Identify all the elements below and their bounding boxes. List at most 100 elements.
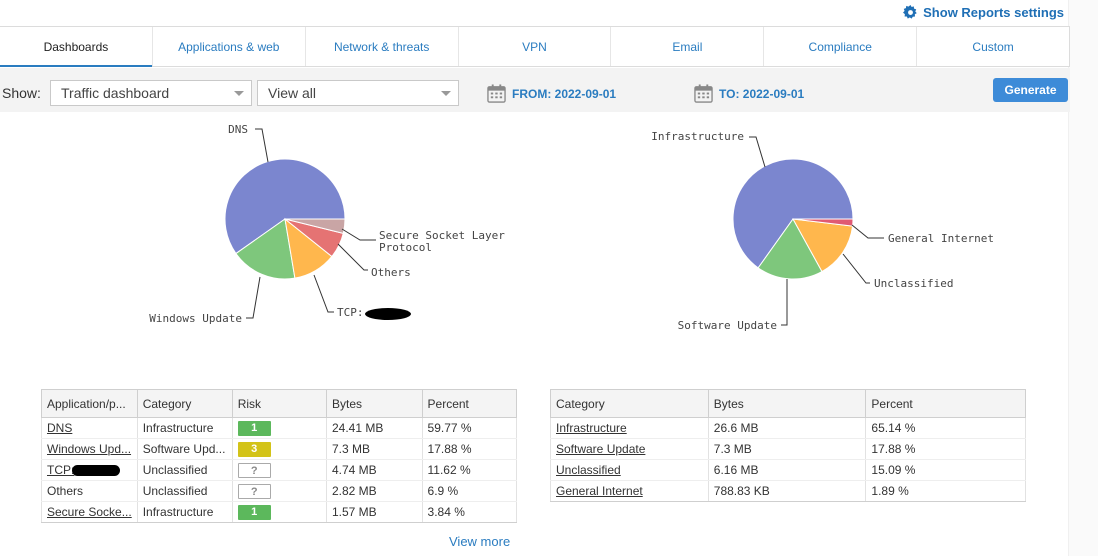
app-name-link[interactable]: DNS [47,421,73,435]
pie1-label-tcp: TCP: [337,306,364,319]
settings-label: Show Reports settings [923,4,1064,20]
pie1-label-others: Others [371,266,411,279]
app-name-link[interactable]: TCP: [47,463,75,477]
app-bytes: 2.82 MB [325,480,423,502]
applications-table: Application/p... Category Risk Bytes Per… [41,389,518,523]
pie1-leaders [246,128,376,319]
risk-badge: ? [237,483,271,499]
filter-bar: Show: Traffic dashboard View all FROM: 2… [0,68,1070,112]
table-row: General Internet 788.83 KB 1.89 % [550,480,1026,502]
app-category: Unclassified [136,459,233,481]
from-date-label: FROM: 2022-09-01 [512,86,617,101]
table-row: Secure Socke... Infrastructure 1 1.57 MB… [41,501,518,523]
tab-dashboards[interactable]: Dashboards [0,27,153,67]
table-row: Unclassified 6.16 MB 15.09 % [550,459,1026,481]
category-percent: 65.14 % [865,417,1026,439]
app-percent: 3.84 % [421,501,518,523]
redaction-mark [72,465,121,477]
app-bytes: 7.3 MB [325,438,423,460]
category-bytes: 7.3 MB [707,438,867,460]
app-category: Infrastructure [136,501,233,523]
pie-slice-software-update[interactable] [757,218,823,280]
tab-network-threats[interactable]: Network & threats [306,27,459,66]
category-bytes: 6.16 MB [707,459,867,481]
column-header[interactable]: Application/p... [41,389,138,418]
column-header[interactable]: Bytes [325,389,423,418]
dashboard-select[interactable]: Traffic dashboard [50,80,252,106]
category-name-link[interactable]: General Internet [556,484,643,498]
category-name-link[interactable]: Software Update [556,442,646,456]
from-date-picker[interactable]: FROM: 2022-09-01 [487,84,616,103]
column-header[interactable]: Risk [231,389,327,418]
table-header-row: Application/p... Category Risk Bytes Per… [41,389,518,418]
risk-badge: ? [237,462,271,478]
app-name-link[interactable]: Secure Socke... [47,505,132,519]
application-pie-chart [224,158,346,280]
category-percent: 15.09 % [865,459,1026,481]
category-pie-chart [732,158,854,280]
pie-slice-secure-socket-layer-protocol[interactable] [284,218,346,234]
column-header[interactable]: Category [136,389,233,418]
app-percent: 11.62 % [421,459,518,481]
category-bytes: 26.6 MB [707,417,867,439]
pie-slice-windows-update[interactable] [235,218,296,280]
category-name-link[interactable]: Unclassified [556,463,621,477]
tab-custom[interactable]: Custom [972,39,1014,54]
table-row: Others Unclassified ? 2.82 MB 6.9 % [41,480,518,502]
pie2-label-unclassified: Unclassified [874,277,953,290]
risk-badge: 1 [237,420,271,436]
app-percent: 17.88 % [421,438,518,460]
table-row: Windows Upd... Software Upd... 3 7.3 MB … [41,438,518,460]
pie1-label-windows-update: Windows Update [149,312,242,325]
view-select[interactable]: View all [257,80,459,106]
generate-button[interactable]: Generate [993,78,1068,102]
show-label: Show: [2,85,41,101]
tab-vpn[interactable]: VPN [459,27,612,66]
table-row: DNS Infrastructure 1 24.41 MB 59.77 % [41,417,518,439]
category-percent: 17.88 % [865,438,1026,460]
app-category: Software Upd... [136,438,233,460]
tab-compliance[interactable]: Compliance [764,27,918,66]
pie2-label-infrastructure: Infrastructure [651,130,744,143]
category-percent: 1.89 % [865,480,1026,502]
calendar-icon [694,84,713,103]
pie1-label-dns: DNS [228,123,248,136]
app-name-link[interactable]: Windows Upd... [47,442,132,456]
pie2-label-software-update: Software Update [678,319,777,332]
app-bytes: 1.57 MB [325,501,423,523]
pie1-label-ssl-line1: Secure Socket Layer [379,229,505,242]
column-header[interactable]: Percent [865,389,1026,418]
app-bytes: 4.74 MB [325,459,423,481]
redaction-mark [365,308,411,320]
column-header[interactable]: Percent [421,389,518,418]
view-more-link[interactable]: View more [449,534,511,549]
column-header[interactable]: Bytes [707,389,867,418]
gear-icon [903,4,917,19]
table-row: Infrastructure 26.6 MB 65.14 % [550,417,1026,439]
dashboard-select-value: Traffic dashboard [61,85,170,101]
app-category: Infrastructure [136,417,233,439]
category-name-link[interactable]: Infrastructure [556,421,627,435]
categories-table: Category Bytes Percent Infrastructure 26… [550,389,1026,502]
app-name: Others [41,480,138,502]
table-row: Software Update 7.3 MB 17.88 % [550,438,1026,460]
app-category: Unclassified [136,480,233,502]
to-date-picker[interactable]: TO: 2022-09-01 [694,84,804,103]
pie2-leaders [749,136,884,326]
chevron-down-icon [441,91,451,96]
pie-slice-dns[interactable] [224,158,346,255]
column-header[interactable]: Category [550,389,709,418]
show-reports-settings-link[interactable]: Show Reports settings [903,3,1064,21]
category-bytes: 788.83 KB [707,480,867,502]
risk-badge: 3 [237,441,271,457]
app-percent: 6.9 % [421,480,518,502]
app-percent: 59.77 % [421,417,518,439]
pie1-label-ssl-line2: Protocol [379,241,432,254]
page-scrollbar[interactable] [1068,0,1098,556]
report-tabs: Dashboards Applications & web Network & … [0,26,1070,67]
pie-slice-unclassified[interactable] [792,218,854,273]
pie-charts: DNS Secure Socket Layer Protocol Others … [149,123,994,332]
tab-applications-web[interactable]: Applications & web [153,27,306,66]
pie-slice-infrastructure[interactable] [732,158,854,269]
tab-email[interactable]: Email [611,27,765,66]
